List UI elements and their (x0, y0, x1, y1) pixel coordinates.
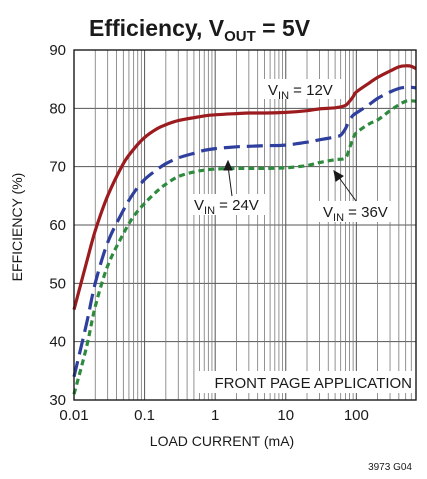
label-24v-bg (189, 194, 269, 215)
arrow-24v-head (223, 159, 233, 171)
annotation-arrows (223, 159, 357, 202)
arrow-36v (337, 175, 357, 202)
title-rest: = 5V (256, 15, 311, 41)
series-lines (72, 64, 417, 395)
title-main: Efficiency, V (89, 15, 225, 41)
x-tick-labels: 0.01 0.1 1 10 100 (59, 407, 368, 424)
label-vin-24v: VIN = 24V (194, 197, 259, 217)
grid (73, 49, 417, 401)
figure-code: 3973 G04 (368, 462, 412, 473)
front-page-application-label: FRONT PAGE APPLICATION (214, 375, 412, 392)
label-12v-bg (262, 79, 342, 99)
front-page-bg (196, 371, 415, 393)
label-36v-bg (318, 201, 398, 222)
x-axis-label: LOAD CURRENT (mA) (150, 433, 294, 449)
series-line-24v (72, 85, 417, 378)
y-tick-label: 60 (49, 217, 66, 234)
x-tick-label: 10 (277, 407, 294, 424)
y-tick-label: 40 (49, 334, 66, 351)
y-tick-labels: 30 40 50 60 70 80 90 (49, 42, 66, 409)
arrow-36v-head (333, 170, 344, 182)
chart-title: Efficiency, VOUT = 5V (89, 15, 311, 45)
title-subscript: OUT (224, 28, 256, 45)
x-tick-label: 0.1 (134, 407, 155, 424)
x-tick-label: 0.01 (59, 407, 88, 424)
x-tick-label: 1 (211, 407, 219, 424)
y-tick-label: 50 (49, 275, 66, 292)
y-axis-label: EFFICIENCY (%) (9, 173, 25, 282)
y-tick-label: 90 (49, 42, 66, 59)
label-vin-12v: VIN = 12V (268, 82, 333, 102)
arrow-24v (227, 165, 233, 197)
series-line-36v (72, 99, 417, 395)
x-tick-label: 100 (344, 407, 369, 424)
y-tick-label: 70 (49, 159, 66, 176)
y-tick-label: 30 (49, 392, 66, 409)
series-line-12v (72, 64, 417, 311)
y-tick-label: 80 (49, 100, 66, 117)
label-vin-36v: VIN = 36V (323, 204, 388, 224)
plot-frame (73, 49, 417, 401)
